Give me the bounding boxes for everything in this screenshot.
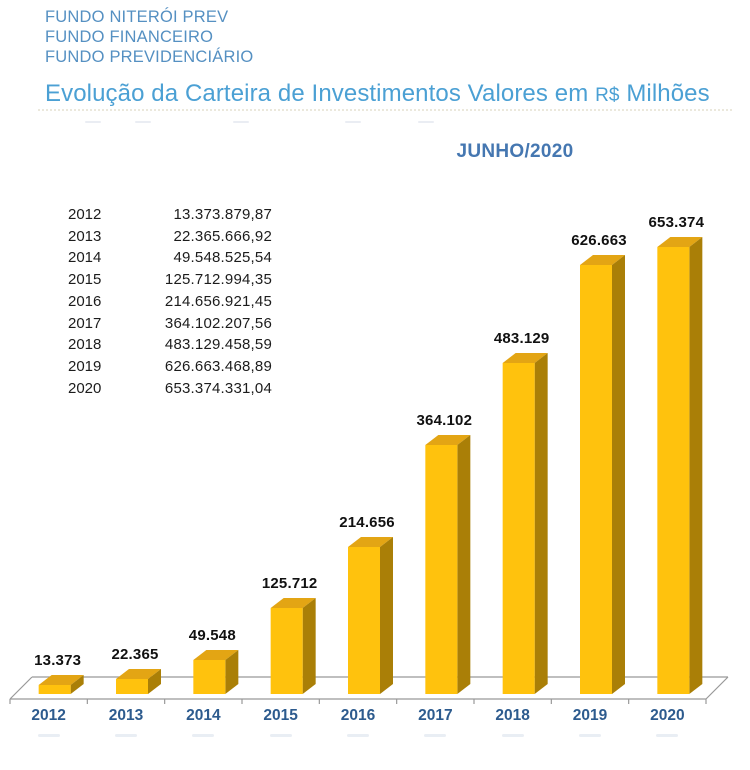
- scan-ghost-mark: [269, 734, 292, 737]
- table-year: 2015: [68, 271, 102, 289]
- bar-value-label: 214.656: [339, 514, 395, 531]
- x-axis-label: 2015: [263, 707, 298, 724]
- chart-title: Evolução da Carteira de Investimentos Va…: [45, 80, 710, 108]
- scan-ghost-mark: [656, 734, 679, 737]
- table-value: 653.374.331,04: [164, 379, 272, 397]
- scan-ghost-mark: [37, 734, 60, 737]
- table-year: 2012: [68, 206, 102, 223]
- bar-front-face: [116, 679, 148, 694]
- x-axis-label: 2020: [650, 707, 685, 724]
- bar-side-face: [380, 537, 393, 694]
- bar-value-label: 364.102: [416, 412, 473, 429]
- chart-subtitle: JUNHO/2020: [456, 141, 574, 162]
- bar-value-label: 653.374: [648, 214, 705, 231]
- table-year: 2013: [68, 227, 102, 245]
- bar-value-label: 13.373: [34, 652, 82, 669]
- table-year: 2018: [68, 336, 102, 354]
- bar-top-face: [502, 353, 548, 363]
- bar-top-face: [193, 650, 239, 660]
- bar-value-label: 49.548: [188, 627, 236, 644]
- org-line-2: FUNDO FINANCEIRO: [45, 28, 214, 46]
- scan-ghost-mark: [424, 734, 447, 737]
- table-row: 2016 214.656.921,45: [68, 291, 272, 313]
- bar-front-face: [38, 685, 71, 694]
- x-axis-label: 2019: [572, 707, 608, 724]
- table-year: 2019: [68, 357, 102, 375]
- bar-value-label: 626.663: [571, 232, 627, 249]
- scan-artifact: [135, 121, 151, 123]
- bar-front-face: [580, 265, 612, 694]
- bar-value-label: 22.365: [111, 646, 159, 663]
- bar-top-face: [580, 255, 625, 265]
- chart-title-text: Evolução da Carteira de Investimentos Va…: [45, 80, 596, 107]
- chart-title-currency: R$: [595, 85, 620, 106]
- table-row: 2013 22.365.666,92: [68, 226, 272, 248]
- x-axis-label: 2018: [495, 707, 530, 724]
- bar-front-face: [425, 445, 458, 694]
- table-value: 626.663.468,89: [164, 357, 272, 375]
- table-row: 2019 626.663.468,89: [68, 356, 272, 378]
- table-value: 125.712.994,35: [164, 271, 272, 289]
- bar-value-label: 125.712: [261, 575, 318, 592]
- scan-ghost-mark: [579, 734, 601, 737]
- scan-artifact-line: [38, 109, 732, 111]
- scan-artifact: [418, 121, 434, 123]
- bar-top-face: [116, 669, 161, 679]
- table-row: 2018 483.129.458,59: [68, 334, 272, 356]
- table-year: 2016: [68, 292, 102, 310]
- bar-front-face: [193, 660, 226, 694]
- bar-value-label: 483.129: [493, 330, 550, 347]
- scan-ghost-mark: [501, 734, 524, 737]
- x-axis-label: 2014: [186, 707, 221, 724]
- bar-side-face: [534, 353, 548, 694]
- scan-ghost-mark: [192, 734, 215, 737]
- org-names: FUNDO NITERÓI PREV FUNDO FINANCEIRO FUND…: [45, 7, 253, 67]
- table-value: 49.548.525,54: [173, 249, 272, 267]
- table-year: 2014: [68, 249, 102, 267]
- bar-side-face: [612, 255, 625, 694]
- bar-side-face: [225, 650, 239, 694]
- bar-top-face: [270, 598, 316, 608]
- table-year: 2020: [68, 379, 102, 397]
- bar-side-face: [302, 598, 316, 694]
- table-row: 2012 13.373.879,87: [68, 204, 272, 226]
- table-value: 364.102.207,56: [164, 314, 272, 332]
- bar-side-face: [70, 675, 84, 694]
- table-value: 22.365.666,92: [173, 227, 272, 245]
- table-year: 2017: [68, 314, 102, 332]
- table-row: 2015 125.712.994,35: [68, 269, 272, 291]
- bar-front-face: [348, 547, 380, 694]
- bar-front-face: [270, 608, 303, 694]
- bar-top-face: [38, 675, 84, 685]
- table-row: 2020 653.374.331,04: [68, 378, 272, 400]
- scan-ghost-mark: [347, 734, 369, 737]
- bar-top-face: [425, 435, 471, 445]
- x-axis-label: 2012: [31, 707, 66, 724]
- bar-side-face: [457, 435, 471, 694]
- table-row: 2017 364.102.207,56: [68, 313, 272, 335]
- bar-front-face: [502, 363, 535, 694]
- chart-title-unit: Milhões: [619, 80, 710, 107]
- bar-front-face: [657, 247, 690, 694]
- bar-side-face: [148, 669, 161, 694]
- x-axis-label: 2017: [418, 707, 453, 724]
- scan-artifact: [233, 121, 249, 123]
- x-axis-label: 2013: [108, 707, 144, 724]
- table-row: 2014 49.548.525,54: [68, 247, 272, 269]
- scan-artifact: [345, 121, 361, 123]
- org-line-3: FUNDO PREVIDENCIÁRIO: [45, 48, 254, 66]
- bar-top-face: [657, 237, 703, 247]
- bar-top-face: [348, 537, 393, 547]
- scan-artifact: [85, 121, 101, 123]
- table-value: 13.373.879,87: [173, 206, 272, 223]
- value-table: 2012 13.373.879,87 2013 22.365.666,92 2014 49…: [68, 204, 272, 399]
- table-value: 483.129.458,59: [164, 336, 272, 354]
- bar-side-face: [689, 237, 703, 694]
- table-value: 214.656.921,45: [164, 292, 272, 310]
- scan-ghost-mark: [115, 734, 137, 737]
- org-line-1: FUNDO NITERÓI PREV: [45, 8, 229, 26]
- x-axis-label: 2016: [340, 707, 376, 724]
